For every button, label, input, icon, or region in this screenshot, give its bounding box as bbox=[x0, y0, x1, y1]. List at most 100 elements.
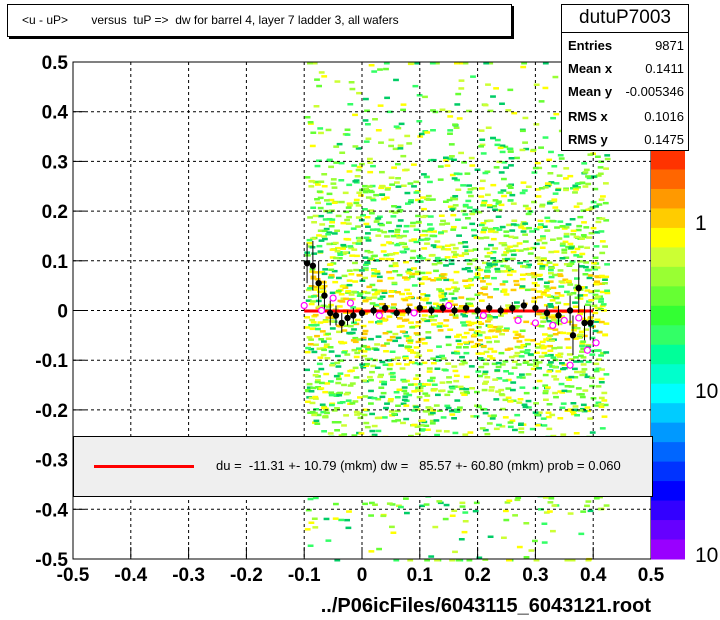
heatmap-cell bbox=[424, 319, 431, 323]
heatmap-cell bbox=[409, 326, 416, 329]
heatmap-cell bbox=[413, 346, 420, 349]
heatmap-cell bbox=[510, 399, 517, 402]
heatmap-cell bbox=[512, 428, 518, 432]
heatmap-cell bbox=[572, 301, 578, 304]
heatmap-cell bbox=[539, 246, 546, 249]
heatmap-cell bbox=[371, 272, 378, 275]
heatmap-cell bbox=[449, 514, 456, 517]
heatmap-cell bbox=[352, 336, 359, 340]
heatmap-cell bbox=[595, 275, 601, 279]
heatmap-cell bbox=[515, 333, 522, 336]
heatmap-cell bbox=[576, 255, 583, 258]
heatmap-cell bbox=[511, 111, 518, 115]
heatmap-cell bbox=[585, 500, 592, 503]
heatmap-cell bbox=[478, 129, 485, 132]
heatmap-cell bbox=[317, 285, 323, 288]
heatmap-cell bbox=[482, 103, 489, 107]
heatmap-cell bbox=[421, 420, 428, 424]
heatmap-cell bbox=[507, 400, 514, 403]
heatmap-cell bbox=[432, 245, 439, 249]
heatmap-cell bbox=[512, 330, 519, 334]
heatmap-cell bbox=[348, 293, 355, 296]
heatmap-cell bbox=[463, 351, 470, 355]
heatmap-cell bbox=[338, 161, 345, 165]
heatmap-cell bbox=[363, 222, 370, 226]
heatmap-cell bbox=[348, 81, 355, 84]
heatmap-cell bbox=[415, 432, 421, 436]
heatmap-cell bbox=[584, 406, 591, 409]
heatmap-cell bbox=[574, 414, 580, 417]
heatmap-cell bbox=[478, 187, 485, 190]
heatmap-cell bbox=[471, 228, 477, 232]
heatmap-cell bbox=[578, 245, 584, 249]
color-scale-segment bbox=[651, 169, 685, 190]
color-scale-label: 10 bbox=[695, 380, 718, 403]
heatmap-cell bbox=[423, 297, 430, 300]
open-marker bbox=[514, 316, 522, 325]
heatmap-cell bbox=[508, 164, 514, 167]
heatmap-cell bbox=[474, 293, 481, 296]
heatmap-cell bbox=[457, 307, 464, 310]
heatmap-cell bbox=[523, 522, 530, 525]
heatmap-cell bbox=[316, 305, 323, 308]
heatmap-cell bbox=[414, 62, 420, 65]
heatmap-cell bbox=[507, 245, 513, 248]
heatmap-cell bbox=[469, 297, 475, 301]
heatmap-cell bbox=[404, 134, 411, 138]
heatmap-cell bbox=[362, 263, 369, 267]
heatmap-cell bbox=[496, 377, 503, 380]
heatmap-cell bbox=[433, 419, 440, 422]
heatmap-cell bbox=[499, 363, 506, 366]
heatmap-cell bbox=[458, 87, 465, 90]
heatmap-cell bbox=[548, 150, 554, 154]
heatmap-cell bbox=[533, 274, 540, 277]
heatmap-cell bbox=[540, 235, 546, 238]
heatmap-cell bbox=[352, 280, 359, 283]
heatmap-cell bbox=[530, 288, 537, 291]
heatmap-cell bbox=[511, 360, 518, 363]
heatmap-cell bbox=[399, 250, 406, 253]
heatmap-cell bbox=[394, 230, 401, 234]
heatmap-cell bbox=[573, 235, 580, 239]
heatmap-cell bbox=[538, 355, 545, 358]
heatmap-cell bbox=[461, 336, 468, 339]
heatmap-cell bbox=[543, 511, 550, 514]
heatmap-cell bbox=[431, 230, 437, 233]
heatmap-cell bbox=[305, 389, 311, 393]
heatmap-cell bbox=[527, 252, 534, 255]
heatmap-cell bbox=[479, 407, 486, 411]
heatmap-cell bbox=[380, 250, 387, 253]
heatmap-cell bbox=[437, 165, 444, 168]
heatmap-cell bbox=[484, 275, 491, 278]
heatmap-cell bbox=[340, 243, 347, 247]
heatmap-cell bbox=[522, 240, 529, 243]
heatmap-cell bbox=[512, 244, 519, 248]
heatmap-cell bbox=[519, 386, 526, 389]
heatmap-cell bbox=[436, 245, 442, 249]
x-tick-label: -0.3 bbox=[172, 565, 205, 586]
heatmap-cell bbox=[381, 319, 388, 322]
heatmap-cell bbox=[413, 405, 420, 409]
heatmap-cell bbox=[438, 231, 444, 234]
fit-legend-line bbox=[94, 465, 194, 468]
heatmap-cell bbox=[488, 243, 494, 247]
heatmap-cell bbox=[593, 497, 600, 500]
heatmap-cell bbox=[502, 398, 509, 402]
heatmap-cell bbox=[540, 320, 547, 323]
heatmap-cell bbox=[571, 324, 578, 327]
heatmap-cell bbox=[362, 408, 369, 411]
heatmap-cell bbox=[465, 297, 472, 301]
heatmap-cell bbox=[369, 302, 376, 305]
heatmap-cell bbox=[551, 165, 558, 168]
heatmap-cell bbox=[327, 276, 334, 279]
heatmap-cell bbox=[354, 318, 361, 322]
heatmap-cell bbox=[589, 336, 596, 340]
heatmap-cell bbox=[373, 348, 380, 351]
heatmap-cell bbox=[593, 369, 600, 373]
heatmap-cell bbox=[344, 133, 351, 136]
heatmap-cell bbox=[551, 314, 557, 317]
heatmap-cell bbox=[439, 223, 445, 226]
heatmap-cell bbox=[343, 324, 350, 327]
heatmap-cell bbox=[392, 211, 399, 214]
heatmap-cell bbox=[309, 270, 316, 273]
